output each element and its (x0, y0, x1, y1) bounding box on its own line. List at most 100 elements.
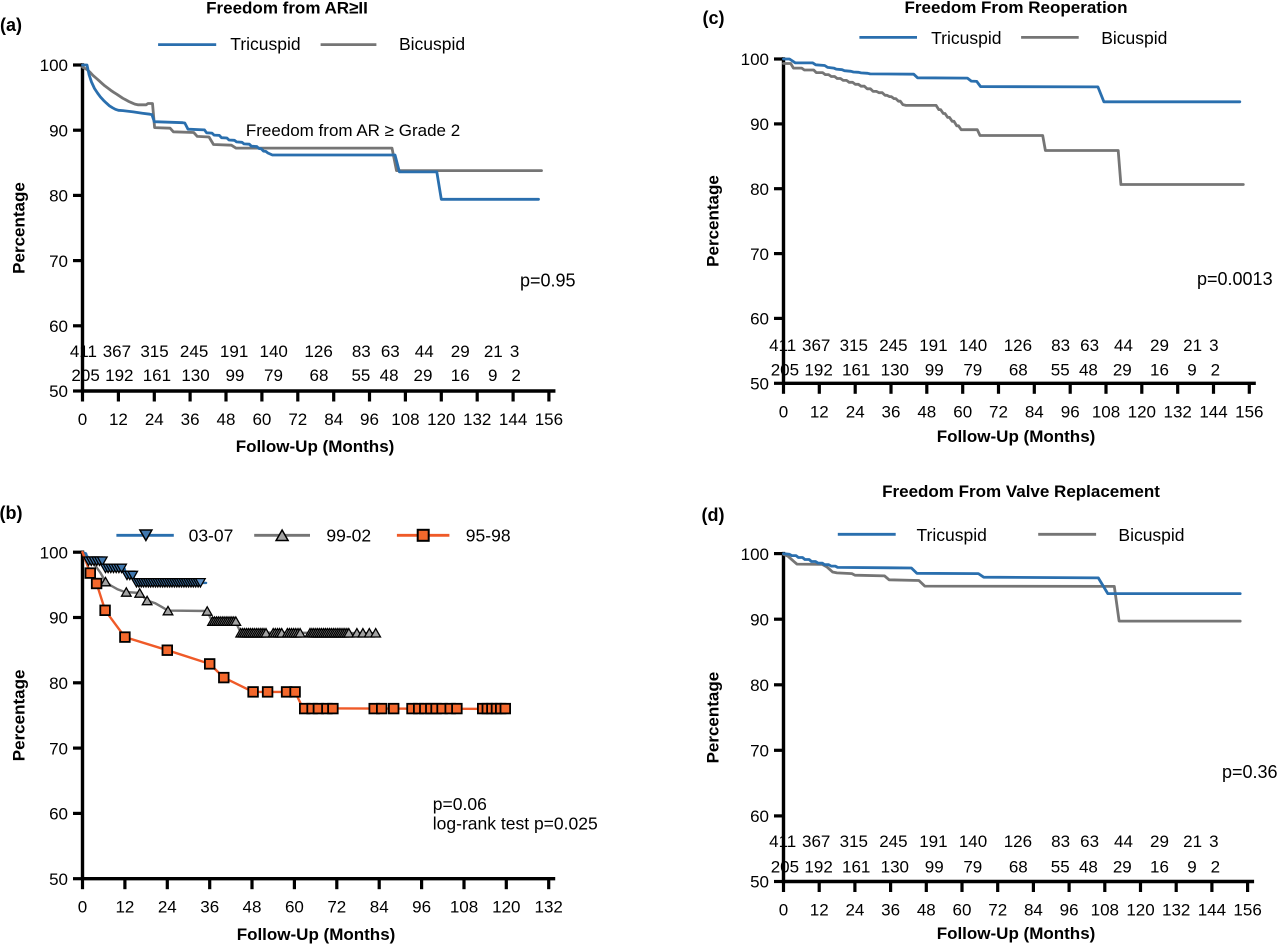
svg-text:29: 29 (1150, 832, 1169, 851)
svg-text:29: 29 (1113, 858, 1132, 877)
svg-text:99: 99 (925, 858, 944, 877)
svg-text:90: 90 (49, 121, 68, 140)
svg-text:144: 144 (1198, 901, 1226, 920)
svg-text:60: 60 (252, 410, 271, 429)
svg-text:50: 50 (49, 382, 68, 401)
svg-text:100: 100 (741, 50, 769, 69)
svg-text:144: 144 (499, 410, 527, 429)
svg-text:21: 21 (484, 342, 503, 361)
svg-text:411: 411 (70, 342, 97, 361)
svg-text:29: 29 (1150, 336, 1169, 355)
svg-text:21: 21 (1183, 336, 1202, 355)
svg-text:12: 12 (810, 402, 829, 421)
svg-text:Follow-Up (Months): Follow-Up (Months) (236, 437, 395, 456)
svg-text:192: 192 (804, 858, 832, 877)
svg-text:120: 120 (1126, 901, 1154, 920)
svg-text:63: 63 (1080, 336, 1099, 355)
svg-text:48: 48 (217, 410, 236, 429)
svg-text:315: 315 (840, 336, 868, 355)
svg-text:Freedom from AR ≥ Grade 2: Freedom from AR ≥ Grade 2 (246, 121, 460, 140)
svg-text:60: 60 (49, 805, 68, 824)
svg-text:108: 108 (450, 898, 478, 917)
svg-text:Follow-Up (Months): Follow-Up (Months) (937, 427, 1096, 446)
svg-text:Percentage: Percentage (704, 175, 723, 267)
svg-text:126: 126 (304, 342, 332, 361)
svg-text:245: 245 (180, 342, 208, 361)
svg-text:108: 108 (391, 410, 419, 429)
svg-text:50: 50 (750, 375, 769, 394)
svg-text:Bicuspid: Bicuspid (399, 34, 465, 54)
svg-text:29: 29 (1113, 361, 1132, 380)
svg-text:205: 205 (771, 361, 799, 380)
svg-text:80: 80 (750, 676, 769, 695)
svg-text:50: 50 (49, 870, 68, 889)
svg-text:84: 84 (1024, 901, 1043, 920)
svg-text:60: 60 (750, 310, 769, 329)
svg-text:72: 72 (327, 898, 346, 917)
svg-text:80: 80 (750, 180, 769, 199)
svg-text:48: 48 (380, 366, 399, 385)
svg-text:9: 9 (1187, 858, 1196, 877)
svg-text:63: 63 (1080, 832, 1099, 851)
svg-text:3: 3 (1209, 336, 1218, 355)
svg-text:24: 24 (145, 410, 164, 429)
svg-text:72: 72 (988, 901, 1007, 920)
svg-text:315: 315 (840, 832, 868, 851)
svg-text:140: 140 (959, 832, 987, 851)
svg-text:156: 156 (535, 410, 563, 429)
svg-text:411: 411 (769, 336, 796, 355)
svg-text:96: 96 (360, 410, 379, 429)
svg-text:03-07: 03-07 (189, 526, 234, 546)
svg-text:44: 44 (1114, 832, 1133, 851)
svg-text:2: 2 (1211, 361, 1220, 380)
svg-text:68: 68 (1009, 361, 1028, 380)
svg-text:36: 36 (881, 901, 900, 920)
svg-text:p=0.06: p=0.06 (433, 794, 487, 814)
svg-text:130: 130 (881, 361, 909, 380)
svg-text:108: 108 (1091, 901, 1119, 920)
svg-text:90: 90 (750, 115, 769, 134)
svg-text:120: 120 (492, 898, 520, 917)
svg-text:96: 96 (1060, 901, 1079, 920)
svg-text:144: 144 (1199, 402, 1227, 421)
svg-text:Freedom From Reoperation: Freedom From Reoperation (905, 0, 1128, 17)
svg-text:70: 70 (750, 245, 769, 264)
svg-text:315: 315 (140, 342, 168, 361)
svg-text:205: 205 (771, 858, 799, 877)
svg-text:24: 24 (846, 402, 865, 421)
svg-text:108: 108 (1092, 402, 1120, 421)
svg-text:140: 140 (959, 336, 987, 355)
svg-text:156: 156 (1233, 901, 1261, 920)
svg-text:70: 70 (49, 252, 68, 271)
svg-text:191: 191 (919, 832, 947, 851)
svg-text:79: 79 (963, 858, 982, 877)
svg-text:(b): (b) (0, 503, 22, 523)
svg-text:0: 0 (78, 410, 87, 429)
svg-text:44: 44 (415, 342, 434, 361)
svg-text:192: 192 (105, 366, 133, 385)
svg-text:367: 367 (802, 832, 830, 851)
svg-text:60: 60 (750, 807, 769, 826)
svg-text:90: 90 (49, 609, 68, 628)
svg-text:p=0.36: p=0.36 (1222, 762, 1278, 782)
svg-text:24: 24 (158, 898, 177, 917)
svg-text:44: 44 (1114, 336, 1133, 355)
svg-text:126: 126 (1004, 336, 1032, 355)
svg-text:205: 205 (71, 366, 99, 385)
svg-text:191: 191 (919, 336, 947, 355)
svg-text:120: 120 (427, 410, 455, 429)
svg-text:70: 70 (750, 742, 769, 761)
svg-text:80: 80 (49, 674, 68, 693)
svg-text:84: 84 (370, 898, 389, 917)
svg-text:90: 90 (750, 610, 769, 629)
svg-text:36: 36 (882, 402, 901, 421)
svg-text:60: 60 (49, 317, 68, 336)
svg-text:48: 48 (1079, 858, 1098, 877)
svg-text:161: 161 (143, 366, 171, 385)
svg-text:161: 161 (842, 858, 870, 877)
svg-text:83: 83 (352, 342, 371, 361)
svg-text:16: 16 (1150, 361, 1169, 380)
svg-text:(d): (d) (702, 505, 725, 525)
svg-text:(c): (c) (703, 8, 725, 28)
svg-text:132: 132 (535, 898, 563, 917)
